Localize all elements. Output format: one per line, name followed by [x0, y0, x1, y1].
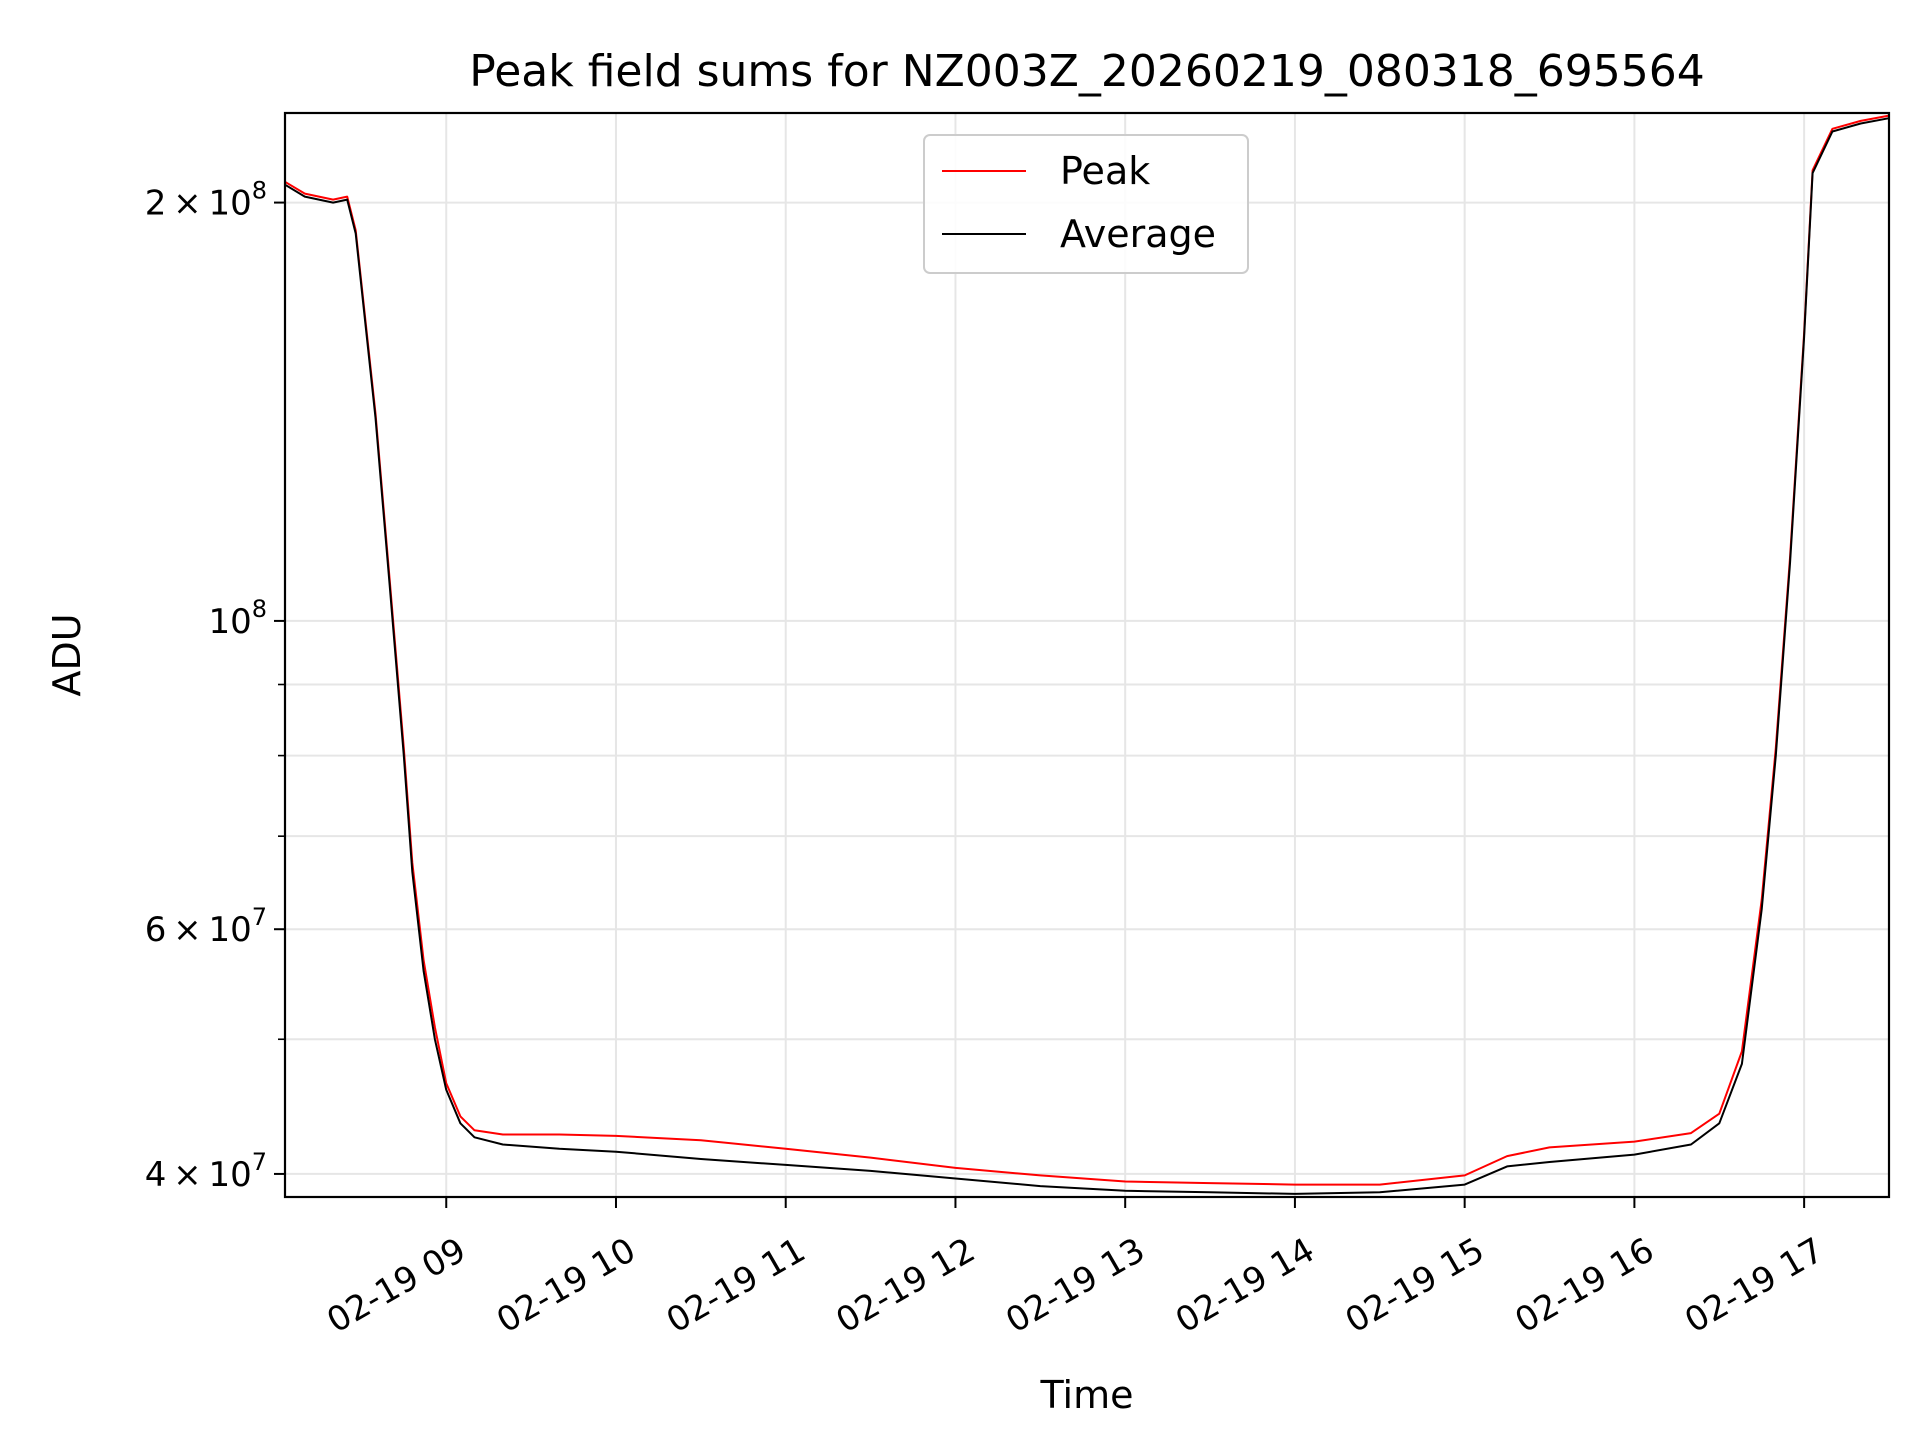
- grid: [285, 113, 1889, 1197]
- chart-title: Peak field sums for NZ003Z_20260219_0803…: [469, 46, 1705, 97]
- series-layer: [284, 114, 1890, 1195]
- y-axis: 4 × 107 6 × 107 108 2 × 108: [145, 177, 285, 1195]
- legend-box: [923, 134, 1249, 274]
- x-axis-label: Time: [1040, 1373, 1134, 1417]
- plot-frame: [283, 111, 1891, 1199]
- series-line-average: [284, 117, 1890, 1195]
- y-tick-label: 108: [208, 595, 267, 642]
- y-tick-label: 2 × 108: [145, 177, 267, 224]
- y-axis-label: ADU: [45, 613, 89, 696]
- y-tick-label: 6 × 107: [145, 903, 267, 950]
- legend-label-average: Average: [1060, 212, 1216, 256]
- y-tick-label: 4 × 107: [145, 1148, 267, 1195]
- legend-label-peak: Peak: [1060, 149, 1150, 193]
- legend: Peak Average: [923, 134, 1249, 274]
